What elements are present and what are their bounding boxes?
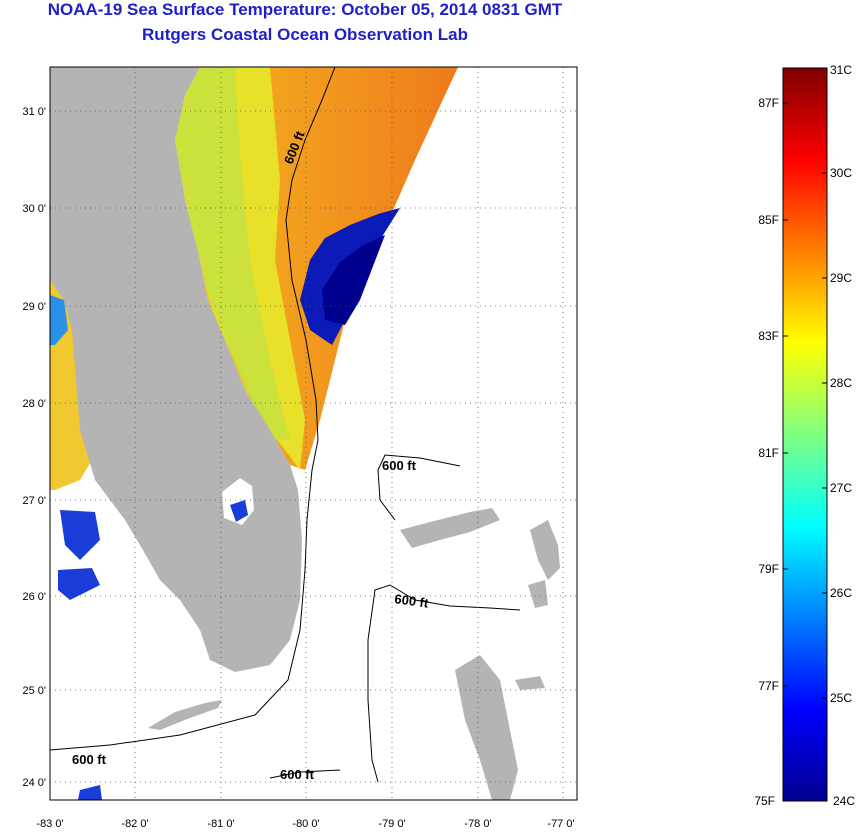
lon-label: -80 0' <box>292 818 319 830</box>
lake-okeechobee-sst <box>230 500 248 522</box>
contour-labels: 600 ft 600 ft 600 ft 600 ft 600 ft <box>72 128 430 782</box>
colorbar-label-f: 77F <box>758 679 779 693</box>
contour-label: 600 ft <box>280 767 315 782</box>
lon-label: -82 0' <box>121 818 148 830</box>
colorbar-fahrenheit-labels: 87F 85F 83F 81F 79F 77F 75F <box>754 96 779 808</box>
colorbar-label-f: 85F <box>758 213 779 227</box>
lat-label: 30 0' <box>22 203 46 215</box>
colorbar-label-f: 79F <box>758 562 779 576</box>
colorbar-label-c: 31C <box>830 63 852 77</box>
colorbar-label-c: 25C <box>830 691 852 705</box>
lat-label: 26 0' <box>22 591 46 603</box>
berry-islands <box>515 580 548 690</box>
contour-label: 600 ft <box>394 591 430 611</box>
sst-west-coast-cool <box>50 295 68 345</box>
sst-cold-patch-core <box>322 235 385 325</box>
colorbar-label-c: 27C <box>830 481 852 495</box>
map-title: NOAA-19 Sea Surface Temperature: October… <box>47 0 563 19</box>
andros <box>455 655 518 800</box>
colorbar-label-c: 29C <box>830 271 852 285</box>
lon-label: -78 0' <box>464 818 491 830</box>
map-body <box>50 67 577 800</box>
lat-label: 31 0' <box>22 106 46 118</box>
colorbar-label-c: 24C <box>833 794 855 808</box>
colorbar-ticks <box>783 67 827 699</box>
lon-label: -77 0' <box>547 818 574 830</box>
colorbar-label-c: 30C <box>830 166 852 180</box>
contour-label: 600 ft <box>72 752 107 767</box>
lon-label: -83 0' <box>36 818 63 830</box>
lat-label: 27 0' <box>22 495 46 507</box>
map-subtitle: Rutgers Coastal Ocean Observation Lab <box>142 25 468 44</box>
colorbar-label-f: 87F <box>758 96 779 110</box>
colorbar-celsius-labels: 31C 30C 29C 28C 27C 26C 25C 24C <box>830 63 855 808</box>
colorbar-label-f: 81F <box>758 446 779 460</box>
colorbar-label-f: 83F <box>758 329 779 343</box>
lon-label: -81 0' <box>207 818 234 830</box>
lat-label: 25 0' <box>22 685 46 697</box>
sst-swath-shelf <box>175 67 290 440</box>
sst-gulf-bits <box>58 510 102 800</box>
lat-labels: 31 0' 30 0' 29 0' 28 0' 27 0' 26 0' 25 0… <box>22 106 46 789</box>
colorbar-label-c: 26C <box>830 586 852 600</box>
lon-label: -79 0' <box>378 818 405 830</box>
lat-label: 28 0' <box>22 398 46 410</box>
colorbar <box>782 67 828 802</box>
isobath-bahamas-south <box>367 584 521 783</box>
isobath-south <box>269 769 341 779</box>
isobath-bahamas-north <box>377 454 461 521</box>
grand-bahama <box>400 508 500 548</box>
map-frame <box>49 66 578 801</box>
lat-label: 29 0' <box>22 301 46 313</box>
isobath-florida <box>50 67 336 751</box>
map-grid <box>50 67 577 800</box>
abaco <box>530 520 560 580</box>
florida-keys <box>148 700 222 730</box>
lon-labels: -83 0' -82 0' -81 0' -80 0' -79 0' -78 0… <box>36 818 574 830</box>
contour-label: 600 ft <box>382 458 417 473</box>
colorbar-label-c: 28C <box>830 376 852 390</box>
colorbar-label-f: 75F <box>754 794 775 808</box>
lat-label: 24 0' <box>22 777 46 789</box>
